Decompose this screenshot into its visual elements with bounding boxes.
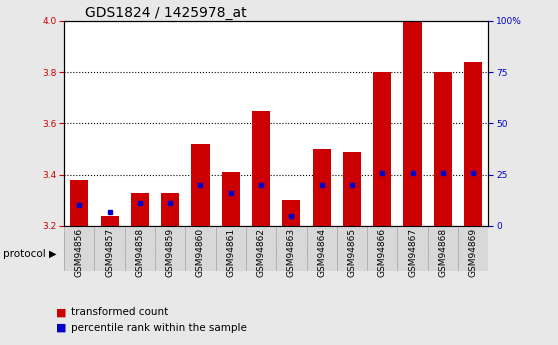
Text: GDS1824 / 1425978_at: GDS1824 / 1425978_at (85, 6, 247, 20)
Text: GSM94856: GSM94856 (75, 228, 84, 277)
Text: Oct4 knockdown: Oct4 knockdown (369, 246, 456, 256)
Text: ■: ■ (56, 323, 66, 333)
Bar (464, 62, 482, 226)
Bar (373, 72, 391, 226)
Bar (215, 226, 246, 271)
Bar (161, 193, 179, 226)
Bar (427, 226, 458, 271)
Bar (125, 226, 155, 271)
Text: GSM94857: GSM94857 (105, 228, 114, 277)
Text: protocol: protocol (3, 249, 46, 259)
Bar (397, 226, 427, 271)
Text: GSM94866: GSM94866 (378, 228, 387, 277)
Bar (100, 216, 119, 226)
Text: GSM94860: GSM94860 (196, 228, 205, 277)
Text: GSM94867: GSM94867 (408, 228, 417, 277)
Bar (458, 226, 488, 271)
Bar (343, 151, 361, 226)
Text: transformed count: transformed count (71, 307, 169, 317)
Text: Control: Control (121, 246, 159, 256)
Text: GSM94859: GSM94859 (166, 228, 175, 277)
Bar (185, 226, 215, 271)
Bar (155, 226, 185, 271)
Bar (94, 226, 125, 271)
Bar (70, 180, 88, 226)
Bar (222, 172, 240, 226)
Text: GSM94869: GSM94869 (469, 228, 478, 277)
Text: GSM94865: GSM94865 (348, 228, 357, 277)
Text: GSM94864: GSM94864 (317, 228, 326, 277)
Bar (252, 110, 270, 226)
Bar (282, 200, 300, 226)
Bar (434, 72, 452, 226)
Bar (246, 226, 276, 271)
Bar (215, 232, 337, 270)
Text: ▶: ▶ (49, 249, 56, 259)
Bar (64, 232, 215, 270)
Bar (403, 21, 422, 226)
Text: GSM94861: GSM94861 (227, 228, 235, 277)
Text: Nanog knockdown: Nanog knockdown (228, 246, 324, 256)
Text: GSM94863: GSM94863 (287, 228, 296, 277)
Bar (131, 193, 149, 226)
Bar (276, 226, 306, 271)
Text: GSM94858: GSM94858 (136, 228, 145, 277)
Bar (337, 232, 488, 270)
Text: ■: ■ (56, 307, 66, 317)
Bar (337, 226, 367, 271)
Bar (367, 226, 397, 271)
Text: GSM94868: GSM94868 (439, 228, 448, 277)
Text: GSM94862: GSM94862 (257, 228, 266, 277)
Bar (312, 149, 331, 226)
Text: percentile rank within the sample: percentile rank within the sample (71, 323, 247, 333)
Bar (306, 226, 337, 271)
Bar (64, 226, 94, 271)
Bar (191, 144, 210, 226)
